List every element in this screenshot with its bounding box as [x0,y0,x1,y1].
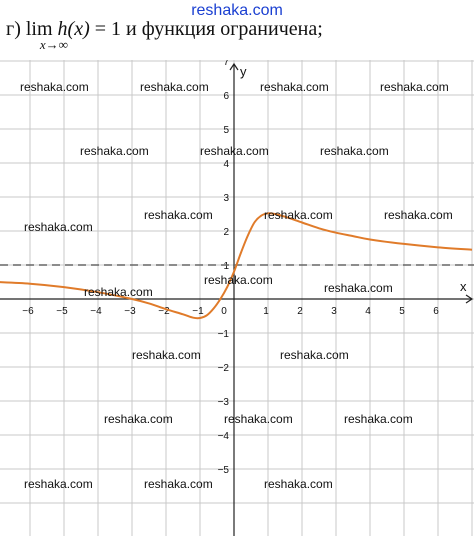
watermark-text: reshaka.com [144,477,213,491]
watermark-text: reshaka.com [140,80,209,94]
y-tick-label: 1 [223,261,229,272]
y-tick-label: −5 [218,465,230,476]
function-graph: x y −6 −5 −4 −3 −2 −1 0 1 2 3 4 5 6 −5 −4 −3 −2 −1 1 2 3 4 5 6 7 [0,60,474,536]
y-tick-label: −3 [218,397,230,408]
x-tick-label: 0 [221,306,227,317]
limit-expression: lim x→∞ [25,18,68,52]
x-tick-label: 1 [263,306,269,317]
watermark-text: reshaka.com [20,80,89,94]
y-tick-label: 3 [223,193,229,204]
x-tick-label: 2 [297,306,303,317]
x-tick-label: 6 [433,306,439,317]
x-tick-label: 5 [399,306,405,317]
watermark-text: reshaka.com [260,80,329,94]
problem-heading: г) lim x→∞ h(x) = 1 и функция ограничена; [6,18,323,52]
x-tick-label: −6 [22,306,34,317]
watermark-text: reshaka.com [24,477,93,491]
y-tick-label: 5 [223,125,229,136]
watermark-text: reshaka.com [264,477,333,491]
y-axis-label: y [240,64,247,79]
watermark-text: reshaka.com [144,208,213,222]
watermark-text: reshaka.com [320,144,389,158]
y-axis-arrow-icon [229,62,239,71]
watermark-text: reshaka.com [324,281,393,295]
watermark-text: reshaka.com [104,412,173,426]
function-name: h(x) [57,18,90,40]
y-tick-label: 7 [223,60,229,68]
site-watermark-header: reshaka.com [191,2,283,19]
x-tick-label: −4 [90,306,102,317]
heading-text: = 1 и функция ограничена; [89,18,323,40]
y-tick-label: 6 [223,91,229,102]
item-label: г) [6,18,21,40]
watermark-text: reshaka.com [84,285,153,299]
y-tick-label: −2 [218,363,230,374]
y-tick-label: 4 [223,159,229,170]
lim-word: lim [25,18,53,40]
lim-subscript: x→∞ [39,37,68,52]
x-tick-label: −5 [56,306,68,317]
x-tick-label: 4 [365,306,371,317]
watermark-text: reshaka.com [280,348,349,362]
y-tick-label: −4 [218,431,230,442]
watermark-text: reshaka.com [380,80,449,94]
x-tick-label: 3 [331,306,337,317]
watermark-text: reshaka.com [132,348,201,362]
x-axis-label: x [460,279,467,294]
watermark-text: reshaka.com [204,273,273,287]
x-tick-label: −2 [158,306,170,317]
watermark-text: reshaka.com [224,412,293,426]
watermark-text: reshaka.com [344,412,413,426]
y-tick-label: −1 [218,329,230,340]
watermark-text: reshaka.com [264,208,333,222]
function-curve [0,212,473,320]
watermark-text: reshaka.com [384,208,453,222]
x-tick-label: −1 [192,306,204,317]
watermark-text: reshaka.com [200,144,269,158]
y-tick-label: 2 [223,227,229,238]
watermark-text: reshaka.com [24,220,93,234]
x-axis-arrow-icon [465,294,474,304]
x-tick-label: −3 [124,306,136,317]
watermark-text: reshaka.com [80,144,149,158]
